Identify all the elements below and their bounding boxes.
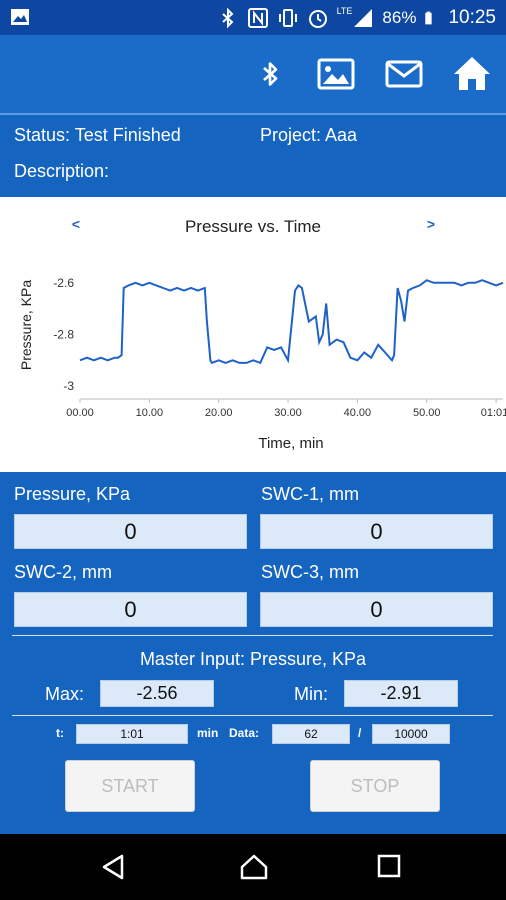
clock-time: 10:25 [448, 6, 496, 28]
chart-prev-button[interactable]: < [72, 216, 80, 232]
swc1-value: 0 [260, 514, 493, 549]
description-text: Description: [14, 161, 110, 181]
min-value: -2.91 [344, 680, 458, 707]
bluetooth-icon [221, 7, 234, 28]
t-unit: min [197, 726, 219, 740]
battery-percent: 86% [382, 7, 417, 27]
y-axis-label: Pressure, KPa [18, 280, 34, 370]
x-tick-label: 40.00 [344, 407, 372, 419]
navigation-bar [0, 834, 506, 900]
x-tick-label: 00.00 [66, 407, 94, 419]
recents-icon[interactable] [376, 853, 402, 879]
x-axis-label: Time, min [258, 435, 323, 452]
vibrate-icon [278, 8, 297, 27]
data-separator: / [358, 726, 362, 740]
chart-next-button[interactable]: > [427, 216, 435, 232]
start-button[interactable]: START [65, 760, 195, 812]
pressure-series-line [79, 279, 504, 365]
bluetooth-icon[interactable] [258, 54, 288, 94]
signal-icon [354, 8, 373, 27]
pressure-chart: < Pressure vs. Time > Pressure, KPa Time… [18, 216, 506, 452]
readings-panel: Pressure, KPa SWC-1, mm 0 0 SWC-2, mm SW… [0, 472, 506, 834]
status-text: Status: Test Finished [14, 125, 181, 145]
x-tick-label: 30.00 [274, 407, 302, 419]
swc3-value: 0 [260, 592, 493, 627]
home-icon[interactable] [239, 853, 269, 881]
data-total: 10000 [372, 724, 450, 744]
swc1-label: SWC-1, mm [261, 484, 359, 504]
t-label: t: [56, 726, 64, 740]
x-tick-label: 10.00 [136, 407, 164, 419]
alarm-icon [308, 9, 327, 28]
status-bar: LTE 86% 10:25 [0, 0, 506, 35]
y-tick-label: -2.6 [53, 276, 74, 290]
back-icon[interactable] [100, 853, 128, 881]
swc3-label: SWC-3, mm [261, 562, 359, 582]
t-value: 1:01 [76, 724, 188, 744]
data-label: Data: [229, 726, 260, 740]
x-ticks: 00.00 10.00 20.00 30.00 40.00 50.00 01:01: [66, 399, 506, 419]
image-icon[interactable] [316, 54, 356, 94]
image-icon [11, 9, 29, 25]
y-tick-label: -3 [63, 379, 74, 393]
pressure-label: Pressure, KPa [14, 484, 131, 504]
x-tick-label: 20.00 [205, 407, 233, 419]
pressure-value: 0 [14, 514, 247, 549]
section-divider [12, 635, 493, 636]
x-tick-label: 01:01: [481, 407, 506, 419]
y-tick-label: -2.8 [53, 327, 74, 341]
battery-icon [425, 11, 433, 24]
master-input-title: Master Input: Pressure, KPa [139, 649, 367, 669]
max-value: -2.56 [100, 680, 214, 707]
min-label: Min: [294, 684, 329, 704]
nfc-icon [247, 7, 268, 28]
app-bar-divider [0, 113, 506, 115]
project-text: Project: Aaa [260, 125, 358, 145]
chart-title: Pressure vs. Time [185, 217, 321, 236]
network-type: LTE [336, 6, 353, 16]
app-bar [0, 35, 506, 113]
home-icon[interactable] [452, 54, 492, 94]
section-divider [12, 715, 493, 716]
mail-icon[interactable] [384, 54, 424, 94]
swc2-label: SWC-2, mm [14, 562, 112, 582]
y-ticks: -2.6 -2.8 -3 [53, 276, 74, 393]
data-count: 62 [272, 724, 350, 744]
x-tick-label: 50.00 [413, 407, 441, 419]
swc2-value: 0 [14, 592, 247, 627]
stop-button[interactable]: STOP [310, 760, 440, 812]
chart-panel: < Pressure vs. Time > Pressure, KPa Time… [0, 197, 506, 472]
max-label: Max: [45, 684, 85, 704]
test-info: Status: Test Finished Project: Aaa Descr… [0, 115, 506, 197]
